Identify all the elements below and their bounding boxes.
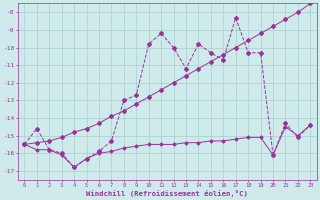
X-axis label: Windchill (Refroidissement éolien,°C): Windchill (Refroidissement éolien,°C) (86, 190, 248, 197)
